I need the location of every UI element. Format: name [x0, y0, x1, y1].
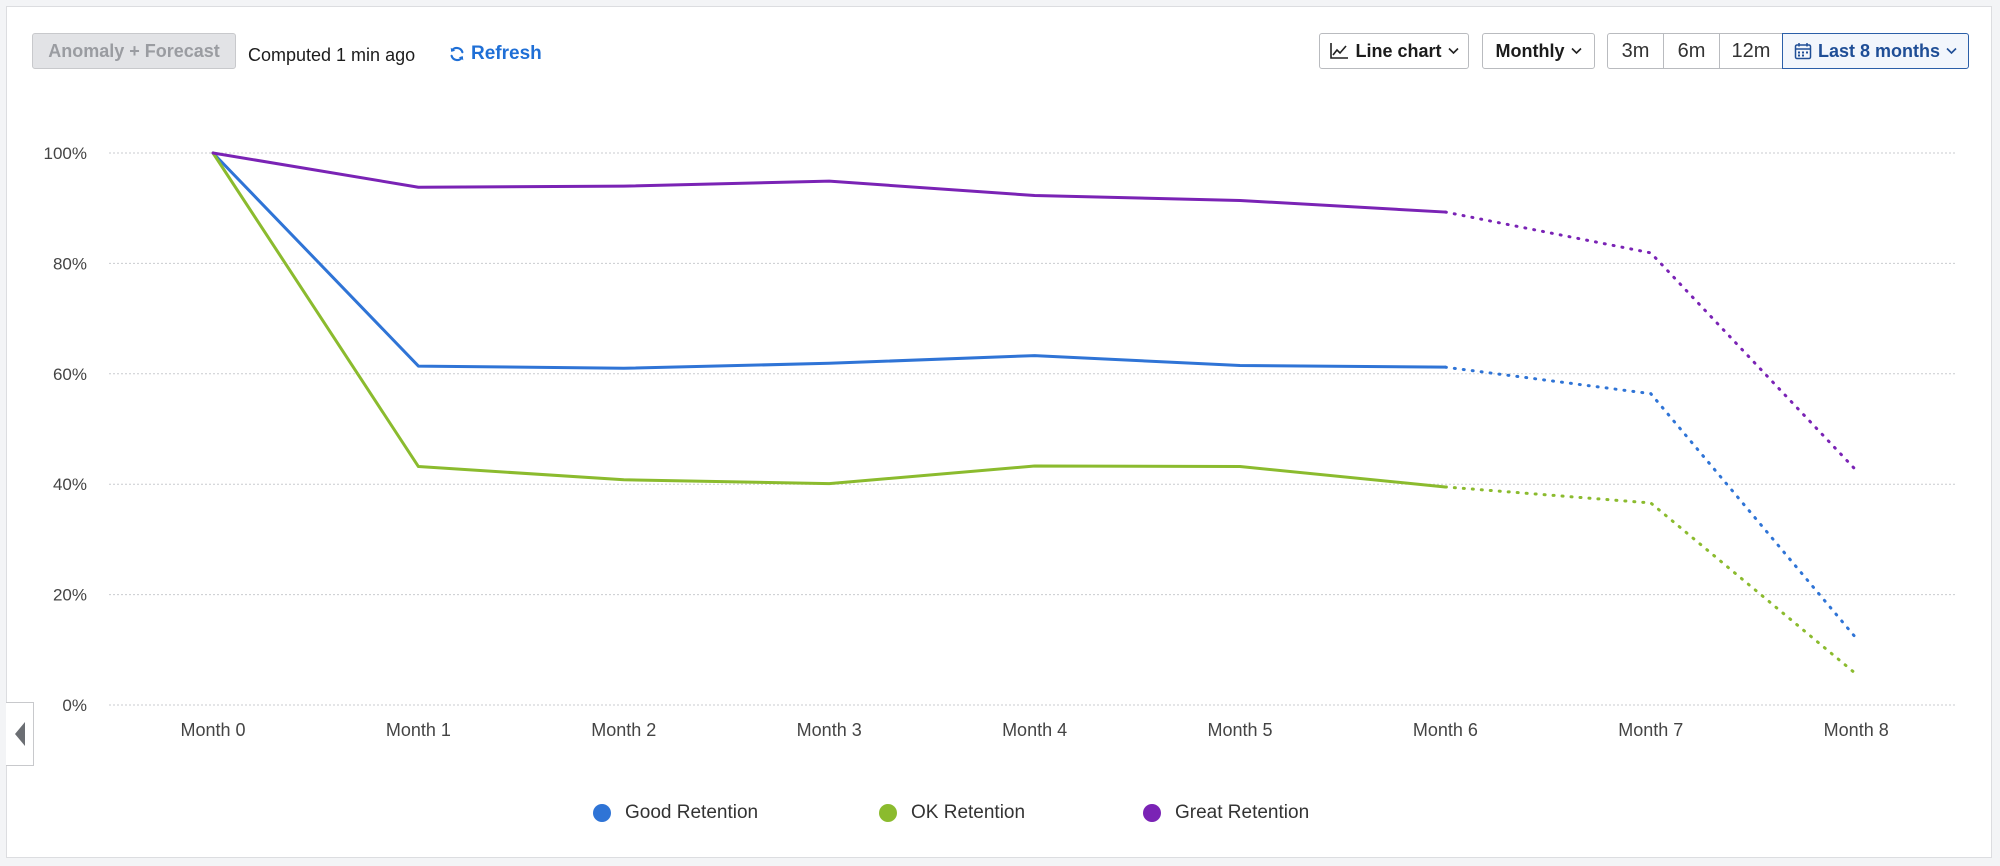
toolbar: Anomaly + Forecast Computed 1 min ago Re…	[7, 7, 1991, 97]
legend-dot-great	[1143, 804, 1161, 822]
data-point-good-retention[interactable]	[1851, 633, 1861, 643]
computed-timestamp: Computed 1 min ago	[248, 45, 416, 65]
legend-item-ok-retention[interactable]: OK Retention	[879, 802, 1025, 824]
data-point-good-retention[interactable]	[824, 358, 834, 368]
data-point-good-retention[interactable]	[1030, 351, 1040, 361]
x-tick-label: Month 2	[591, 720, 656, 740]
x-tick-label: Month 0	[180, 720, 245, 740]
legend-label-ok: OK Retention	[911, 802, 1026, 823]
y-tick-label: 80%	[53, 254, 87, 273]
line-chart-icon	[1330, 43, 1349, 59]
x-tick-label: Month 1	[386, 720, 451, 740]
data-point-ok-retention[interactable]	[1646, 498, 1656, 508]
data-point-great-retention[interactable]	[1851, 465, 1861, 475]
date-range-label: Last 8 months	[1817, 40, 1941, 61]
legend-dot-ok	[879, 804, 897, 822]
series-line-great-retention[interactable]	[211, 151, 1447, 214]
retention-line-chart: 0% 20% 40% 60% 80% 100% Month 0 Month 1 Month 2…	[44, 144, 1957, 740]
y-tick-label: 40%	[53, 475, 87, 494]
y-tick-label: 20%	[53, 586, 87, 605]
chart-legend: Good Retention OK Retention Great Retent…	[7, 802, 1991, 832]
data-point-ok-retention[interactable]	[824, 479, 834, 489]
forecast-line-ok-retention[interactable]	[1443, 485, 1858, 676]
data-point-good-retention[interactable]	[1440, 362, 1450, 372]
data-point-ok-retention[interactable]	[619, 475, 629, 485]
x-tick-label: Month 7	[1618, 720, 1683, 740]
data-point-great-retention[interactable]	[1440, 207, 1450, 217]
chevron-down-icon	[1946, 47, 1957, 55]
series-line-ok-retention[interactable]	[211, 151, 1447, 489]
y-tick-label: 100%	[44, 144, 87, 163]
data-point-good-retention[interactable]	[1235, 361, 1245, 371]
range-3m-button[interactable]: 3m	[1607, 33, 1664, 69]
refresh-label: Refresh	[471, 43, 542, 64]
data-point-ok-retention[interactable]	[1030, 461, 1040, 471]
data-point-great-retention[interactable]	[619, 181, 629, 191]
interval-label: Monthly	[1495, 40, 1565, 61]
legend-label-good: Good Retention	[625, 802, 759, 823]
forecast-line-great-retention[interactable]	[1443, 210, 1858, 472]
x-tick-label: Month 4	[1002, 720, 1067, 740]
x-tick-label: Month 8	[1824, 720, 1889, 740]
legend-item-good-retention[interactable]: Good Retention	[593, 802, 758, 824]
x-tick-label: Month 3	[797, 720, 862, 740]
refresh-icon	[450, 46, 464, 62]
chart-panel: Anomaly + Forecast Computed 1 min ago Re…	[6, 6, 1992, 858]
legend-label-great: Great Retention	[1175, 802, 1310, 823]
chart-type-label: Line chart	[1355, 40, 1442, 61]
data-point-great-retention[interactable]	[208, 148, 218, 158]
calendar-icon	[1794, 43, 1812, 60]
collapse-sidebar-tab[interactable]	[6, 702, 34, 766]
data-point-great-retention[interactable]	[824, 176, 834, 186]
y-tick-label: 60%	[53, 365, 87, 384]
data-point-good-retention[interactable]	[1646, 389, 1656, 399]
y-tick-label: 0%	[62, 696, 87, 715]
series-line-good-retention[interactable]	[211, 151, 1447, 370]
legend-item-great-retention[interactable]: Great Retention	[1143, 802, 1309, 824]
data-point-great-retention[interactable]	[413, 182, 423, 192]
x-tick-label: Month 6	[1413, 720, 1478, 740]
data-point-good-retention[interactable]	[413, 361, 423, 371]
chevron-down-icon	[1447, 47, 1459, 55]
data-point-ok-retention[interactable]	[1235, 462, 1245, 472]
legend-dot-good	[593, 804, 611, 822]
date-range-dropdown[interactable]: Last 8 months	[1782, 33, 1969, 69]
forecast-line-good-retention[interactable]	[1443, 365, 1858, 640]
chart-type-dropdown[interactable]: Line chart	[1319, 33, 1469, 69]
anomaly-forecast-button[interactable]: Anomaly + Forecast	[32, 33, 236, 69]
data-point-ok-retention[interactable]	[1851, 669, 1861, 679]
date-range-selector: 3m 6m 12m Last 8 months	[1607, 33, 1969, 69]
data-point-great-retention[interactable]	[1646, 248, 1656, 258]
interval-dropdown[interactable]: Monthly	[1482, 33, 1595, 69]
chevron-left-icon	[14, 722, 25, 746]
chevron-down-icon	[1570, 47, 1582, 55]
data-point-great-retention[interactable]	[1030, 191, 1040, 201]
data-point-ok-retention[interactable]	[1440, 482, 1450, 492]
refresh-button[interactable]: Refresh	[448, 43, 542, 65]
data-point-ok-retention[interactable]	[413, 462, 423, 472]
x-tick-label: Month 5	[1207, 720, 1272, 740]
data-point-good-retention[interactable]	[619, 363, 629, 373]
data-point-great-retention[interactable]	[1235, 195, 1245, 205]
range-12m-button[interactable]: 12m	[1719, 33, 1783, 69]
range-6m-button[interactable]: 6m	[1663, 33, 1720, 69]
